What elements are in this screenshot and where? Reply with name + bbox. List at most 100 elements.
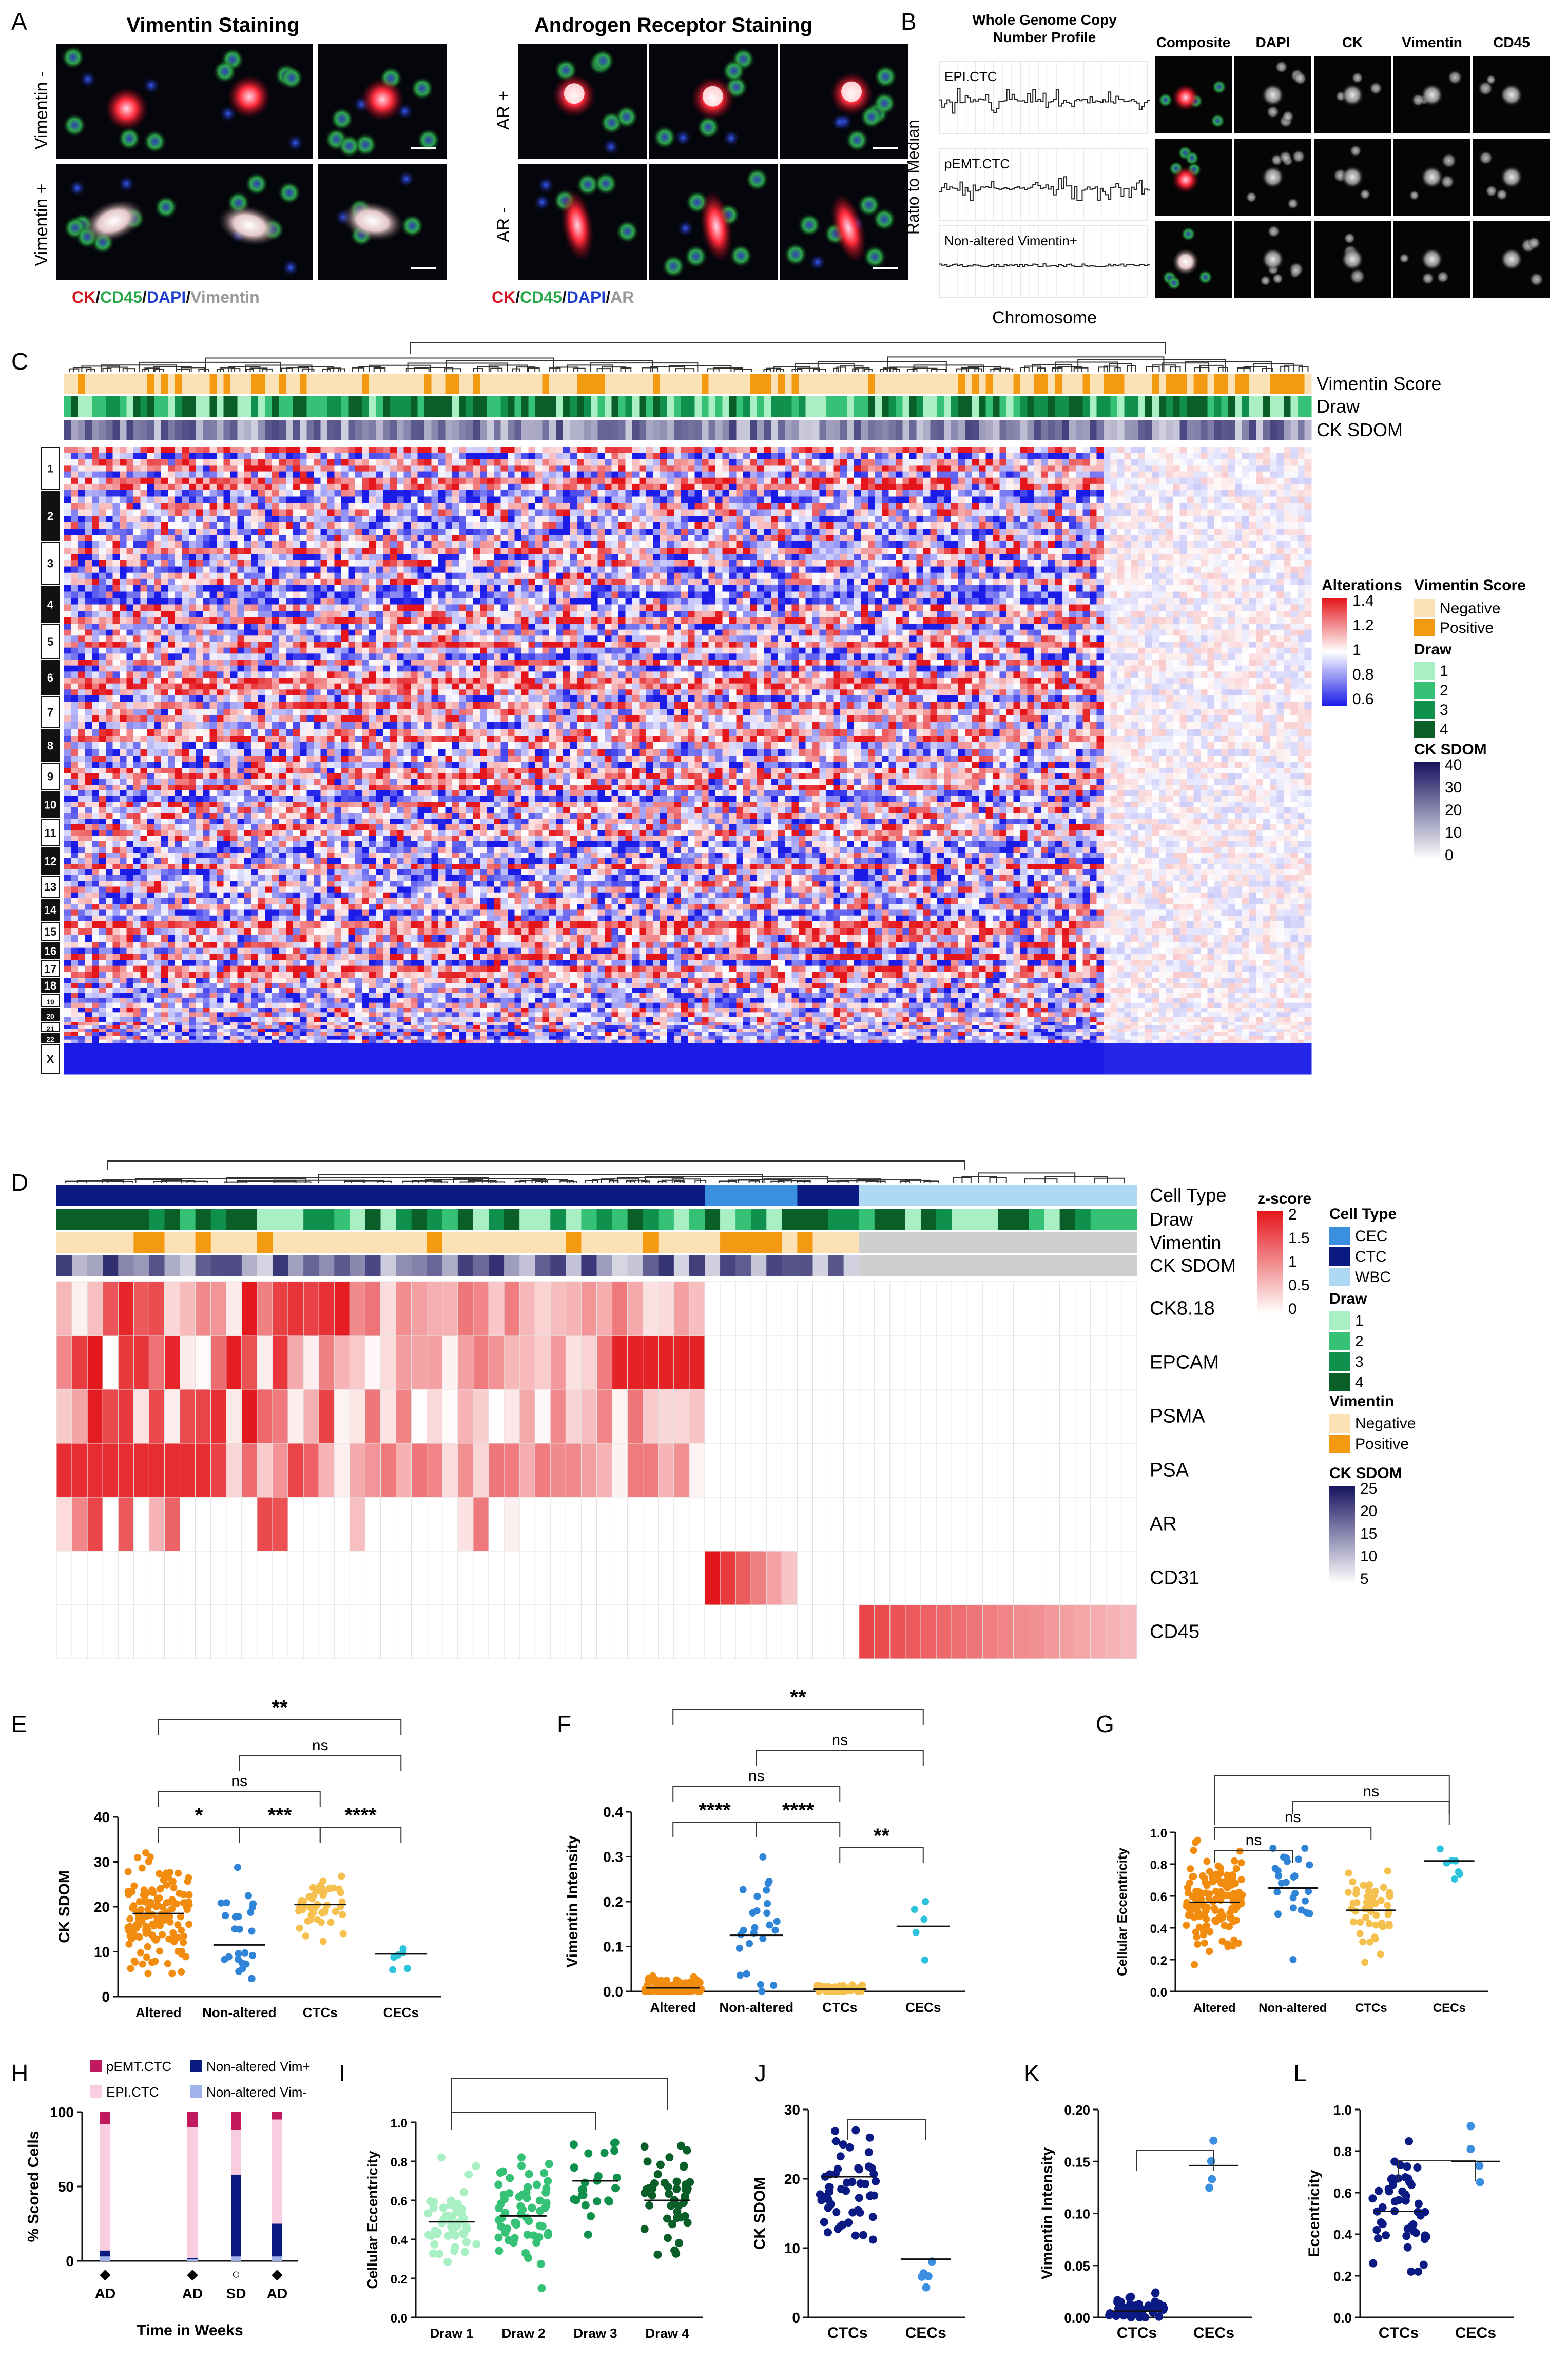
heatmap-cell	[147, 459, 154, 466]
heatmap-cell	[1256, 535, 1263, 542]
vimentin-score-cell	[1173, 374, 1180, 394]
heatmap-cell	[799, 490, 806, 497]
heatmap-cell	[737, 459, 744, 466]
heatmap-cell	[1145, 503, 1152, 510]
heatmap-cell	[1076, 567, 1083, 573]
heatmap-cell	[577, 548, 584, 554]
heatmap-cell	[986, 516, 993, 522]
heatmap-cell	[757, 453, 764, 459]
heatmap-cell	[466, 560, 473, 567]
draw-cell	[702, 396, 709, 417]
heatmap-cell	[826, 484, 834, 491]
heatmap-cell	[820, 490, 827, 497]
heatmap-cell	[1222, 560, 1229, 567]
heatmap-cell	[1284, 579, 1291, 586]
heatmap-cell	[168, 560, 176, 567]
target-cell	[1341, 248, 1364, 270]
heatmap-cell	[743, 541, 750, 548]
heatmap-cell	[612, 503, 619, 510]
heatmap-cell	[397, 472, 404, 478]
heatmap-cell	[868, 573, 875, 579]
vimentin-score-cell	[723, 374, 730, 394]
heatmap-cell	[646, 535, 653, 542]
heatmap-cell	[515, 503, 522, 510]
heatmap-cell	[446, 478, 453, 485]
ck-sdom-cell	[1180, 420, 1187, 440]
heatmap-cell	[293, 459, 300, 466]
heatmap-cell	[543, 503, 550, 510]
heatmap-cell	[750, 459, 758, 466]
draw-cell	[293, 396, 300, 417]
heatmap-cell	[1006, 490, 1014, 497]
heatmap-cell	[355, 459, 362, 466]
heatmap-cell	[1242, 453, 1249, 459]
heatmap-cell	[1138, 529, 1146, 535]
heatmap-cell	[549, 573, 556, 579]
heatmap-cell	[1166, 529, 1173, 535]
dendrogram-branch	[597, 369, 610, 372]
heatmap-cell	[432, 516, 439, 522]
heatmap-cell	[515, 497, 522, 504]
ck-sdom-cell	[826, 420, 834, 440]
heatmap-cell	[279, 548, 286, 554]
heatmap-cell	[362, 579, 370, 586]
heatmap-cell	[688, 541, 695, 548]
panel-a: A Vimentin Staining Androgen Receptor St…	[11, 8, 908, 306]
heatmap-cell	[889, 535, 896, 542]
heatmap-cell	[154, 541, 162, 548]
vimentin-score-cell	[847, 374, 855, 394]
heatmap-cell	[737, 573, 744, 579]
heatmap-cell	[1152, 567, 1159, 573]
heatmap-cell	[1235, 453, 1243, 459]
draw-cell	[1104, 396, 1111, 417]
heatmap-cell	[1242, 472, 1249, 478]
track-label: Draw	[1317, 396, 1360, 417]
ck-sdom-cell	[1014, 420, 1021, 440]
heatmap-cell	[1000, 516, 1007, 522]
heatmap-cell	[327, 465, 335, 472]
heatmap-cell	[1152, 503, 1159, 510]
heatmap-cell	[826, 459, 834, 466]
heatmap-cell	[868, 453, 875, 459]
heatmap-cell	[1228, 522, 1235, 529]
heatmap-cell	[1298, 510, 1305, 516]
dendrogram-branch	[573, 369, 585, 372]
heatmap-cell	[1104, 535, 1111, 542]
heatmap-cell	[279, 522, 286, 529]
heatmap-cell	[154, 478, 162, 485]
heatmap-cell	[1270, 529, 1277, 535]
heatmap-cell	[397, 503, 404, 510]
heatmap-cell	[71, 535, 79, 542]
heatmap-cell	[251, 472, 259, 478]
heatmap-cell	[446, 459, 453, 466]
heatmap-cell	[1277, 453, 1284, 459]
heatmap-cell	[355, 490, 362, 497]
heatmap-cell	[272, 497, 279, 504]
heatmap-cell	[217, 497, 224, 504]
heatmap-cell	[494, 522, 501, 529]
heatmap-cell	[715, 573, 723, 579]
heatmap-cell	[535, 522, 543, 529]
heatmap-cell	[238, 529, 245, 535]
heatmap-cell	[127, 472, 134, 478]
ck-sdom-cell	[120, 420, 127, 440]
draw-cell	[1298, 396, 1305, 417]
heatmap-cell	[792, 554, 799, 560]
heatmap-cell	[508, 548, 515, 554]
heatmap-cell	[1284, 522, 1291, 529]
heatmap-cell	[605, 516, 612, 522]
heatmap-cell	[286, 579, 293, 586]
heatmap-cell	[113, 516, 120, 522]
draw-cell	[1256, 396, 1263, 417]
heatmap-cell	[937, 567, 944, 573]
heatmap-cell	[1256, 453, 1263, 459]
heatmap-cell	[931, 459, 938, 466]
nucleus	[287, 134, 303, 151]
heatmap-cell	[931, 465, 938, 472]
heatmap-cell	[390, 453, 397, 459]
heatmap-cell	[737, 522, 744, 529]
heatmap-cell	[709, 447, 716, 453]
heatmap-cell	[141, 567, 148, 573]
heatmap-cell	[1034, 554, 1041, 560]
heatmap-cell	[141, 510, 148, 516]
